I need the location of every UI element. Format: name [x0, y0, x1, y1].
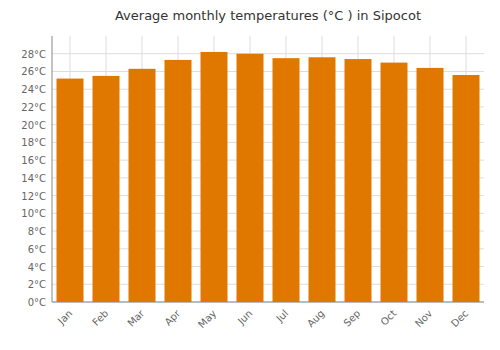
- y-tick-label: 16°C: [21, 155, 46, 166]
- y-axis-line: [52, 36, 53, 302]
- y-tick-label: 24°C: [21, 84, 46, 95]
- x-tick-label: Jan: [55, 308, 74, 327]
- x-tick-label: Apr: [162, 307, 183, 328]
- y-tick-label: 18°C: [21, 137, 46, 148]
- bar: [93, 76, 120, 302]
- y-tick-label: 4°C: [28, 262, 46, 273]
- x-tick-label: Nov: [413, 308, 435, 330]
- bar: [273, 58, 300, 302]
- y-tick-label: 28°C: [21, 49, 46, 60]
- x-tick-label: Sep: [341, 308, 362, 329]
- bar: [345, 59, 372, 302]
- axes: 0°C 2°C 4°C 6°C 8°C 10°C 12°C 14°C 16°C 18°C 20°C 2…: [21, 36, 484, 330]
- chart-svg: Average monthly temperatures (°C ) in Si…: [0, 0, 500, 350]
- bars: [57, 52, 480, 302]
- y-tick-label: 22°C: [21, 102, 46, 113]
- y-tick-label: 10°C: [21, 208, 46, 219]
- bar: [201, 52, 228, 302]
- y-tick-label: 6°C: [28, 244, 46, 255]
- x-tick-label: Dec: [449, 308, 470, 329]
- x-tick-label: Jul: [273, 308, 290, 325]
- x-tick-label: Aug: [305, 308, 327, 330]
- bar: [129, 69, 156, 302]
- chart-title: Average monthly temperatures (°C ) in Si…: [115, 8, 421, 23]
- bar: [453, 75, 480, 302]
- bar: [57, 79, 84, 302]
- bar: [165, 60, 192, 302]
- y-tick-label: 8°C: [28, 226, 46, 237]
- bar: [309, 57, 336, 302]
- bar: [237, 54, 264, 302]
- x-tick-label: Oct: [378, 308, 398, 328]
- grid: [52, 36, 484, 302]
- x-tick-label: Mar: [125, 307, 147, 329]
- y-tick-label: 0°C: [28, 297, 46, 308]
- x-tick-label: May: [196, 308, 218, 330]
- bar: [381, 63, 408, 302]
- x-tick-label: Jun: [235, 308, 255, 328]
- bar: [417, 68, 444, 302]
- x-tick-label: Feb: [90, 308, 110, 328]
- y-tick-label: 2°C: [28, 279, 46, 290]
- y-tick-label: 20°C: [21, 120, 46, 131]
- y-tick-label: 12°C: [21, 191, 46, 202]
- y-tick-label: 26°C: [21, 66, 46, 77]
- y-grid-line: [52, 53, 484, 54]
- chart-container: Average monthly temperatures (°C ) in Si…: [0, 0, 500, 350]
- y-tick-label: 14°C: [21, 173, 46, 184]
